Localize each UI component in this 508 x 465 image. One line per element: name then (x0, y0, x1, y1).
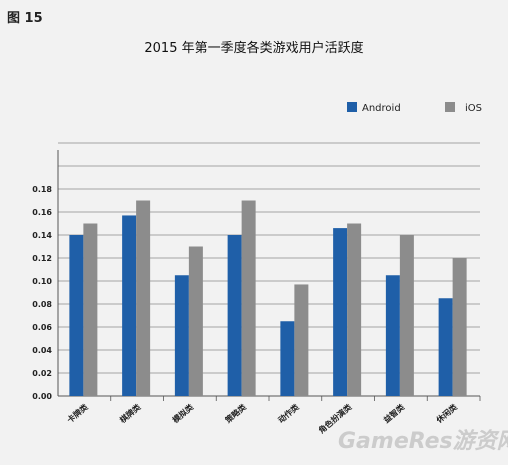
bar-ios (83, 223, 98, 396)
gridlines (58, 142, 480, 374)
x-category-label: 棋牌类 (117, 402, 143, 426)
legend-swatch-ios (445, 102, 455, 112)
y-tick-label: 0.06 (32, 323, 52, 332)
y-tick-label: 0.18 (32, 185, 52, 194)
bar-android (122, 215, 137, 396)
axes (57, 150, 481, 401)
figure-label: 图 15 (7, 11, 43, 26)
y-tick-label: 0.10 (32, 277, 52, 286)
bar-android (69, 235, 84, 396)
y-tick-label: 0.16 (32, 208, 52, 217)
bar-android (438, 298, 453, 396)
y-tick-label: 0.12 (32, 254, 52, 263)
bar-ios (399, 235, 414, 396)
x-category-label: 模拟类 (170, 402, 195, 425)
x-category-label: 动作类 (276, 402, 301, 425)
bar-android (385, 275, 400, 396)
y-tick-label: 0.14 (32, 231, 52, 240)
x-category-label: 策略类 (223, 402, 248, 425)
chart-title: 2015 年第一季度各类游戏用户活跃度 (144, 41, 364, 56)
bar-ios (347, 223, 362, 396)
x-category-label: 休闲类 (433, 402, 459, 426)
legend: Android iOS (347, 102, 482, 114)
bar-ios (294, 284, 309, 396)
bar-ios (452, 258, 467, 396)
bar-android (174, 275, 189, 396)
bar-ios (136, 200, 151, 396)
y-tick-label: 0.08 (32, 300, 52, 309)
x-category-label: 卡牌类 (65, 402, 90, 425)
x-category-label: 益智类 (381, 402, 406, 425)
y-tick-label: 0.02 (32, 369, 52, 378)
bars (69, 200, 467, 396)
bar-android (227, 235, 242, 396)
legend-swatch-android (347, 102, 357, 112)
bar-android (333, 228, 348, 396)
watermark: GameRes游资网 (338, 429, 508, 454)
legend-label-ios: iOS (465, 103, 482, 114)
y-tick-label: 0.04 (32, 346, 52, 355)
bar-android (280, 321, 295, 396)
y-tick-label: 0.00 (32, 392, 52, 401)
legend-label-android: Android (362, 103, 401, 114)
bar-ios (241, 200, 256, 396)
bar-ios (188, 246, 203, 396)
